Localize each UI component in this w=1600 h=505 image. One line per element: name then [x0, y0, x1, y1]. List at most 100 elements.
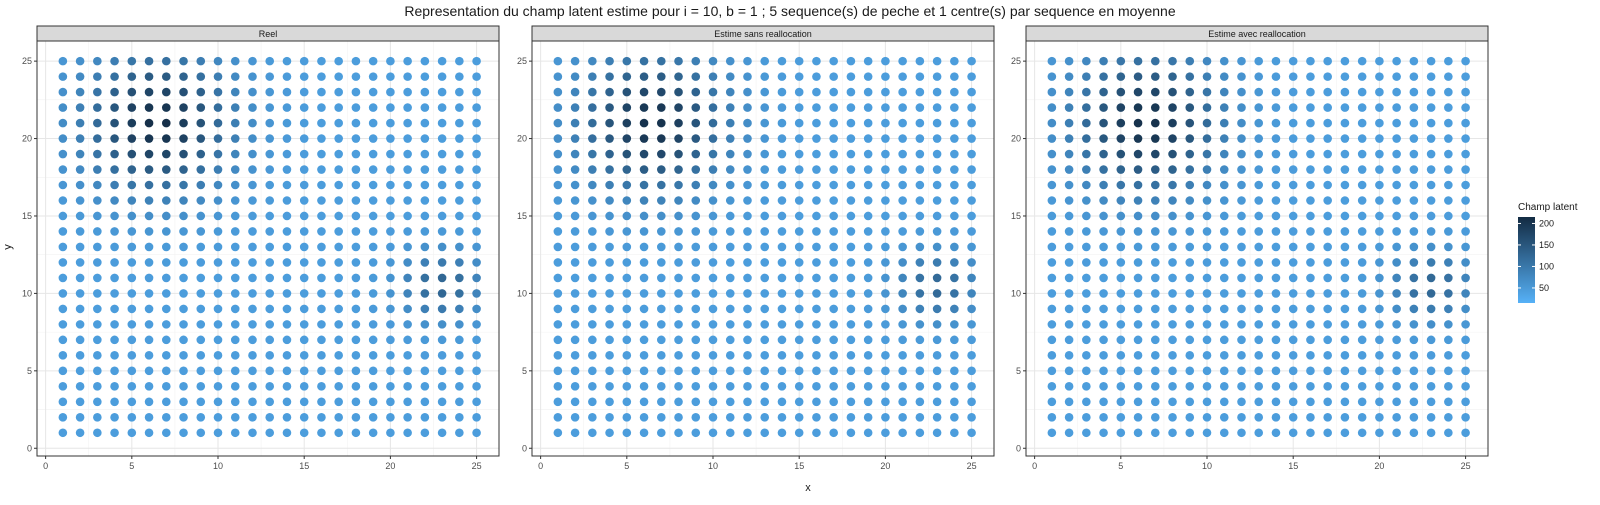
data-point [1461, 196, 1470, 205]
data-point [588, 412, 597, 422]
data-point [386, 397, 395, 407]
data-point [656, 242, 666, 252]
data-point [368, 273, 378, 283]
data-point [282, 258, 292, 267]
data-point [299, 196, 309, 205]
x-tick-label: 5 [624, 461, 629, 471]
data-point [472, 134, 481, 143]
data-point [777, 397, 787, 407]
data-point [282, 242, 292, 252]
data-point [248, 56, 257, 66]
data-point [1237, 258, 1246, 267]
data-point [1426, 258, 1436, 267]
data-point [674, 180, 683, 190]
data-point [1426, 149, 1436, 159]
data-point [403, 242, 412, 252]
data-point [915, 87, 925, 97]
data-point [863, 227, 873, 236]
data-point [1392, 428, 1401, 438]
data-point [1082, 289, 1091, 298]
data-point [1064, 103, 1074, 112]
data-point [1082, 56, 1091, 66]
data-point [282, 196, 292, 205]
data-point [1392, 397, 1401, 407]
data-point [230, 428, 240, 438]
data-point [282, 428, 292, 438]
data-point [605, 56, 614, 66]
data-point [1323, 366, 1332, 376]
data-point [1237, 366, 1246, 376]
data-point [420, 320, 430, 329]
data-point [334, 180, 343, 190]
data-point [420, 304, 430, 314]
data-point [1099, 180, 1108, 190]
data-point [1271, 412, 1281, 422]
data-point [708, 56, 718, 66]
data-point [1116, 103, 1126, 112]
data-point [1150, 351, 1160, 360]
data-point [1219, 211, 1229, 221]
data-point [932, 56, 942, 66]
data-point [588, 72, 597, 81]
data-point [1340, 258, 1350, 267]
data-point [932, 273, 942, 283]
data-point [588, 149, 597, 159]
data-point [1375, 412, 1384, 422]
data-point [553, 196, 563, 205]
data-point [75, 335, 85, 345]
data-point [110, 428, 119, 438]
data-point [1219, 397, 1229, 407]
data-point [570, 165, 580, 174]
y-tick-label: 25 [517, 56, 527, 66]
data-point [605, 397, 614, 407]
data-point [1323, 87, 1332, 97]
data-point [351, 134, 361, 143]
data-point [213, 273, 223, 283]
data-point [437, 134, 447, 143]
data-point [1444, 304, 1453, 314]
data-point [967, 87, 976, 97]
data-point [1202, 103, 1212, 112]
data-point [708, 211, 718, 221]
data-point [881, 382, 890, 391]
data-point [1426, 289, 1436, 298]
data-point [1444, 56, 1453, 66]
data-point [570, 134, 580, 143]
data-point [179, 382, 188, 391]
data-point [265, 72, 275, 81]
data-point [248, 412, 257, 422]
data-point [403, 56, 412, 66]
data-point [605, 366, 614, 376]
data-point [58, 227, 68, 236]
data-point [760, 428, 770, 438]
data-point [881, 165, 890, 174]
data-point [777, 258, 787, 267]
data-point [437, 87, 447, 97]
data-point [75, 103, 85, 112]
data-point [1306, 149, 1315, 159]
data-point [403, 351, 412, 360]
data-point [1237, 242, 1246, 252]
data-point [127, 134, 137, 143]
data-point [846, 118, 856, 128]
data-point [605, 103, 614, 112]
data-point [777, 351, 787, 360]
data-point [812, 134, 821, 143]
data-point [403, 118, 412, 128]
data-point [230, 351, 240, 360]
data-point [248, 180, 257, 190]
y-tick-label: 5 [27, 366, 32, 376]
data-point [743, 227, 752, 236]
data-point [691, 149, 701, 159]
data-point [455, 412, 464, 422]
data-point [1219, 56, 1229, 66]
data-point [553, 180, 563, 190]
data-point [950, 134, 959, 143]
data-point [605, 227, 614, 236]
data-point [351, 87, 361, 97]
data-point [708, 196, 718, 205]
data-point [179, 103, 188, 112]
data-point [282, 165, 292, 174]
data-point [863, 273, 873, 283]
data-point [248, 428, 257, 438]
